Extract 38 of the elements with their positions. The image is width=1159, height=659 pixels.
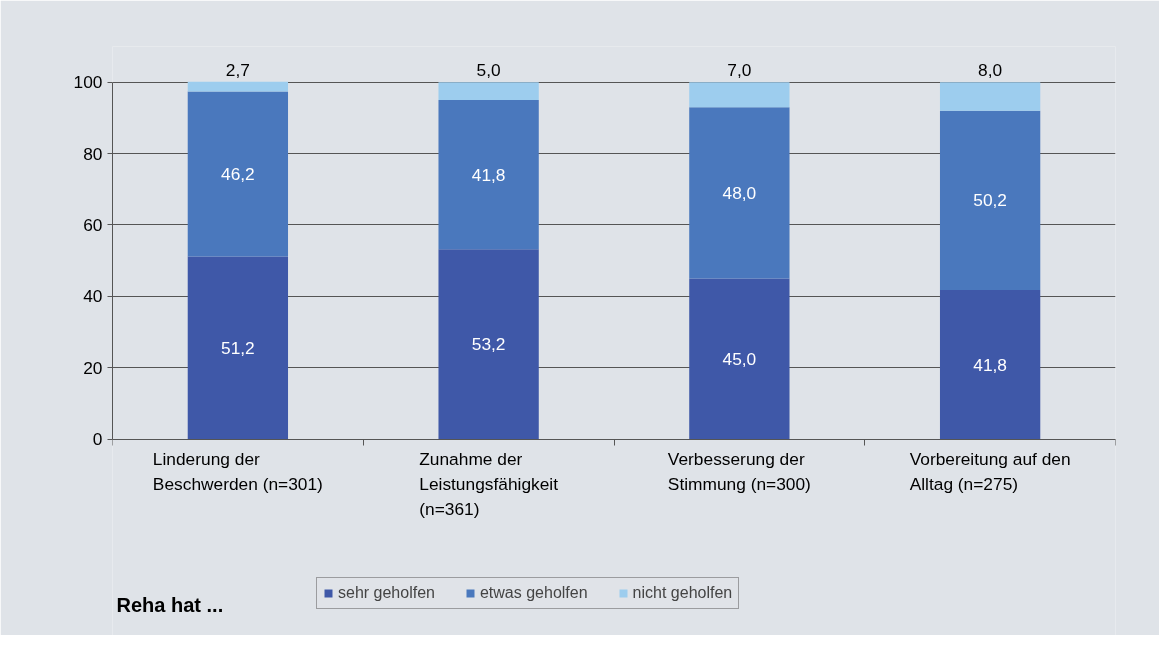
y-tick-label: 0 [92, 429, 103, 450]
bar [689, 278, 790, 440]
data-label: 48,0 [722, 182, 757, 203]
bar [689, 82, 790, 108]
data-label: 51,2 [221, 337, 255, 358]
y-tick-label: 80 [83, 143, 103, 164]
y-tick-label: 60 [83, 214, 103, 235]
data-label: 8,0 [978, 60, 1003, 81]
y-tick-label: 20 [83, 357, 103, 378]
x-tick-label: Vorbereitung auf den Alltag (n=275) [909, 449, 1071, 495]
legend-label: sehr geholfen [338, 584, 435, 602]
data-label: 2,7 [225, 59, 250, 80]
data-label: 53,2 [471, 334, 506, 355]
data-label: 46,2 [221, 163, 255, 184]
legend-title: Reha hat ... [116, 594, 224, 617]
bar [438, 249, 539, 440]
x-tick-label: Verbesserung der Stimmung (n=300) [667, 449, 811, 495]
bar [939, 289, 1041, 440]
data-label: 5,0 [476, 60, 501, 81]
data-label: 50,2 [973, 190, 1007, 211]
bar [438, 100, 539, 250]
y-tick-label: 40 [83, 286, 103, 307]
bar [939, 82, 1041, 111]
bar [689, 107, 790, 279]
bar [438, 82, 539, 101]
bar [939, 110, 1041, 290]
bar [187, 91, 289, 257]
x-tick-label: Linderung der Beschwerden (n=301) [152, 449, 323, 495]
x-tick-label: Zunahme der Leistungsfähigkeit (n=361) [419, 449, 559, 520]
bar [187, 81, 289, 92]
y-tick-label: 100 [73, 72, 103, 93]
data-label: 41,8 [973, 354, 1007, 375]
data-label: 7,0 [727, 60, 752, 81]
data-label: 45,0 [722, 348, 757, 369]
legend-label: etwas geholfen [479, 584, 588, 602]
data-label: 41,8 [471, 164, 506, 185]
bar [187, 256, 289, 440]
legend-label: nicht geholfen [632, 584, 733, 602]
